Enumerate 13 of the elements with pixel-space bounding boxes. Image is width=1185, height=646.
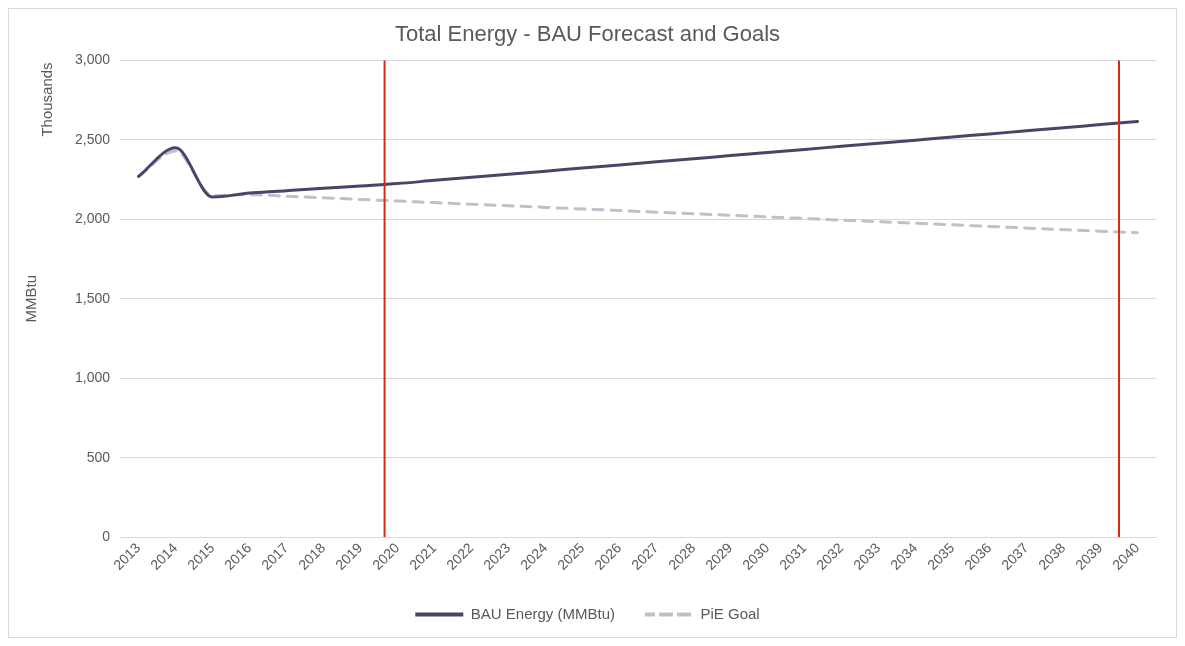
legend-label: PiE Goal [700,604,760,622]
y-tick-label: 1,500 [74,289,111,306]
chart-title: Total Energy - BAU Forecast and Goals [394,21,781,47]
y-tick-label: 0 [102,527,111,544]
text: Thousands [38,62,56,137]
y-axis-title: MMBtu [22,274,40,323]
y-tick-label: 2,500 [74,130,111,147]
y-tick-label: 1,000 [74,369,111,386]
y-tick-label: 2,000 [74,210,111,227]
line-series [137,120,1139,199]
y-tick-label: 500 [86,448,111,465]
legend-label: BAU Energy (MMBtu) [470,604,616,622]
y-tick-label: 3,000 [74,51,111,68]
